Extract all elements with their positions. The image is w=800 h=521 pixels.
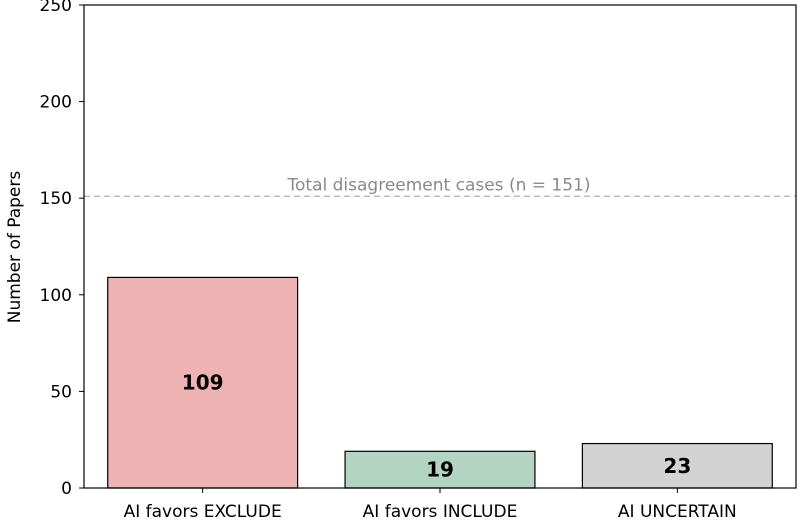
- bar-value-label-0: 109: [182, 371, 224, 395]
- y-axis-title: Number of Papers: [5, 171, 25, 324]
- bar-value-label-1: 19: [426, 458, 454, 482]
- y-tick-label-2: 100: [40, 286, 72, 306]
- bar-2: [581, 442, 773, 489]
- y-tick-label-1: 50: [50, 382, 72, 402]
- plot-area: Total disagreement cases (n = 151) 109 AI …: [40, 0, 797, 521]
- y-tick-label-0: 0: [61, 479, 72, 499]
- y-tick-label-4: 200: [40, 93, 72, 113]
- y-tick-label-3: 150: [40, 189, 72, 209]
- reference-line-label: Total disagreement cases (n = 151): [287, 175, 591, 195]
- x-tick-label-0: AI favors EXCLUDE: [124, 502, 282, 521]
- x-tick-label-2: AI UNCERTAIN: [618, 502, 737, 521]
- bar-value-label-2: 23: [663, 454, 691, 478]
- plot-frame: [83, 4, 797, 489]
- y-tick-label-5: 250: [40, 0, 72, 16]
- x-tick-label-1: AI favors INCLUDE: [363, 502, 518, 521]
- bar-0: [107, 276, 299, 489]
